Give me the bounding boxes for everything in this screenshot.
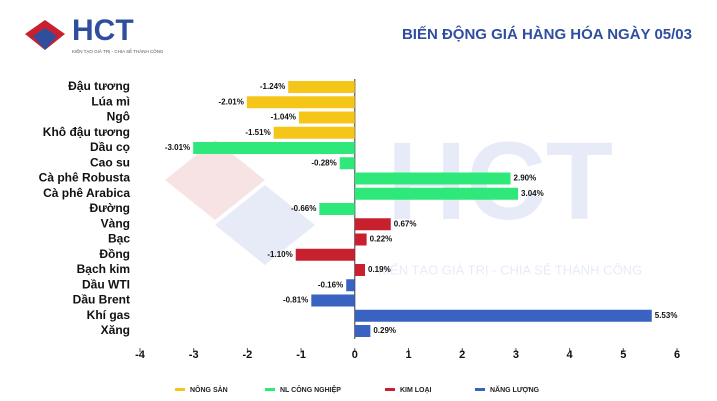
x-tick-label: -2 bbox=[243, 349, 253, 361]
bar bbox=[295, 248, 355, 261]
bar bbox=[354, 172, 511, 185]
category-label: Đường bbox=[89, 201, 130, 215]
bar bbox=[193, 142, 355, 154]
bar bbox=[339, 157, 355, 170]
watermark-mark bbox=[165, 140, 265, 220]
x-tick-label: 0 bbox=[352, 349, 358, 361]
bar bbox=[354, 218, 391, 231]
x-tick-label: 6 bbox=[674, 349, 680, 361]
bar bbox=[346, 279, 355, 292]
legend-swatch bbox=[175, 388, 185, 391]
legend-label: KIM LOẠI bbox=[400, 387, 432, 394]
category-label: Dầu WTI bbox=[82, 277, 130, 291]
watermark-mark bbox=[215, 185, 315, 265]
bar bbox=[354, 187, 519, 200]
value-label: 3.04% bbox=[521, 189, 544, 198]
value-label: -0.81% bbox=[283, 296, 308, 305]
logo-tagline: KIẾN TẠO GIÁ TRỊ - CHIA SẺ THÀNH CÔNG bbox=[72, 48, 164, 54]
bar bbox=[298, 111, 355, 124]
bar bbox=[319, 203, 355, 215]
x-tick-label: 5 bbox=[620, 349, 626, 361]
x-tick-label: -1 bbox=[296, 349, 306, 361]
category-label: Cao su bbox=[90, 155, 130, 169]
legend-swatch bbox=[265, 388, 275, 391]
value-label: -3.01% bbox=[165, 143, 190, 152]
x-tick-label: -4 bbox=[135, 349, 146, 361]
bar bbox=[354, 325, 371, 337]
x-tick-label: 2 bbox=[459, 349, 465, 361]
value-label: 0.67% bbox=[394, 219, 417, 228]
bar bbox=[354, 309, 652, 322]
logo-icon bbox=[33, 28, 57, 50]
category-label: Bạch kim bbox=[77, 262, 130, 276]
category-label: Vàng bbox=[101, 216, 130, 230]
category-label: Cà phê Arabica bbox=[43, 186, 130, 200]
x-tick-label: 1 bbox=[405, 349, 411, 361]
value-label: -0.66% bbox=[291, 204, 316, 213]
category-label: Cà phê Robusta bbox=[39, 171, 131, 185]
watermark-tagline: KIẾN TẠO GIÁ TRỊ - CHIA SẺ THÀNH CÔNG bbox=[378, 262, 642, 277]
chart-title: BIẾN ĐỘNG GIÁ HÀNG HÓA NGÀY 05/03 bbox=[402, 25, 692, 43]
value-label: -1.24% bbox=[260, 82, 285, 91]
value-label: 0.29% bbox=[373, 326, 396, 335]
x-tick-label: -3 bbox=[189, 349, 199, 361]
category-label: Ngô bbox=[107, 110, 130, 124]
bar bbox=[311, 294, 355, 307]
value-label: -1.04% bbox=[271, 113, 296, 122]
category-label: Đậu tương bbox=[68, 79, 130, 93]
legend-label: NL CÔNG NGHIỆP bbox=[280, 385, 341, 394]
legend-swatch bbox=[475, 388, 485, 391]
value-label: 0.19% bbox=[368, 265, 391, 274]
category-label: Đồng bbox=[99, 247, 130, 261]
category-label: Khí gas bbox=[87, 308, 131, 322]
bar bbox=[246, 96, 355, 109]
value-label: -0.28% bbox=[311, 158, 336, 167]
category-label: Xăng bbox=[101, 323, 130, 337]
bar bbox=[288, 81, 355, 93]
legend-swatch bbox=[385, 388, 395, 391]
value-label: -1.51% bbox=[245, 128, 270, 137]
value-label: -2.01% bbox=[219, 97, 244, 106]
category-label: Dầu Brent bbox=[73, 293, 130, 307]
bar bbox=[273, 126, 355, 139]
value-label: 2.90% bbox=[514, 174, 537, 183]
legend-label: NÔNG SẢN bbox=[190, 385, 228, 394]
legend-label: NĂNG LƯỢNG bbox=[490, 385, 540, 394]
bar bbox=[354, 264, 366, 276]
category-label: Dầu cọ bbox=[90, 140, 130, 154]
logo-name: HCT bbox=[72, 14, 134, 47]
x-tick-label: 4 bbox=[567, 349, 574, 361]
value-label: 0.22% bbox=[370, 235, 393, 244]
value-label: 5.53% bbox=[655, 311, 678, 320]
category-label: Khô đậu tương bbox=[43, 125, 130, 139]
x-tick-label: 3 bbox=[513, 349, 519, 361]
value-label: -1.10% bbox=[267, 250, 292, 259]
category-label: Lúa mì bbox=[91, 94, 130, 108]
category-label: Bạc bbox=[108, 232, 130, 246]
bar bbox=[354, 233, 367, 246]
value-label: -0.16% bbox=[318, 280, 343, 289]
